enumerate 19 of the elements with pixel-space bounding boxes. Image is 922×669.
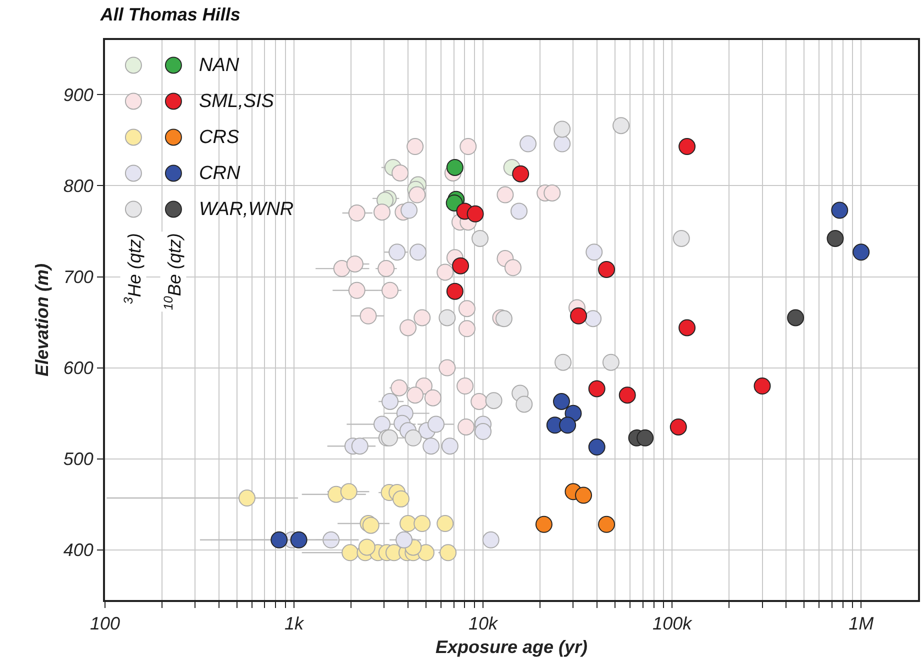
legend-label: SML,SIS — [199, 91, 274, 112]
legend-label: NAN — [199, 55, 240, 76]
y-tick-label: 800 — [63, 176, 94, 196]
y-tick-label: 400 — [63, 540, 94, 560]
x-tick-label: 1M — [848, 614, 874, 634]
x-tick-label: 100k — [652, 614, 693, 634]
legend-label: WAR,WNR — [199, 199, 294, 220]
legend-label: CRS — [199, 127, 240, 148]
x-tick-label: 10k — [468, 614, 499, 634]
y-tick-label: 900 — [63, 84, 94, 105]
y-tick-label: 500 — [63, 449, 94, 470]
y-axis-title: Elevation (m) — [32, 263, 52, 377]
chart-title: All Thomas Hills — [99, 4, 240, 25]
legend-label: CRN — [199, 163, 240, 184]
x-axis-title: Exposure age (yr) — [435, 637, 588, 658]
y-tick-label: 700 — [63, 267, 94, 288]
x-tick-label: 100 — [90, 614, 120, 634]
y-tick-label: 600 — [63, 358, 94, 378]
x-tick-label: 1k — [284, 614, 305, 634]
